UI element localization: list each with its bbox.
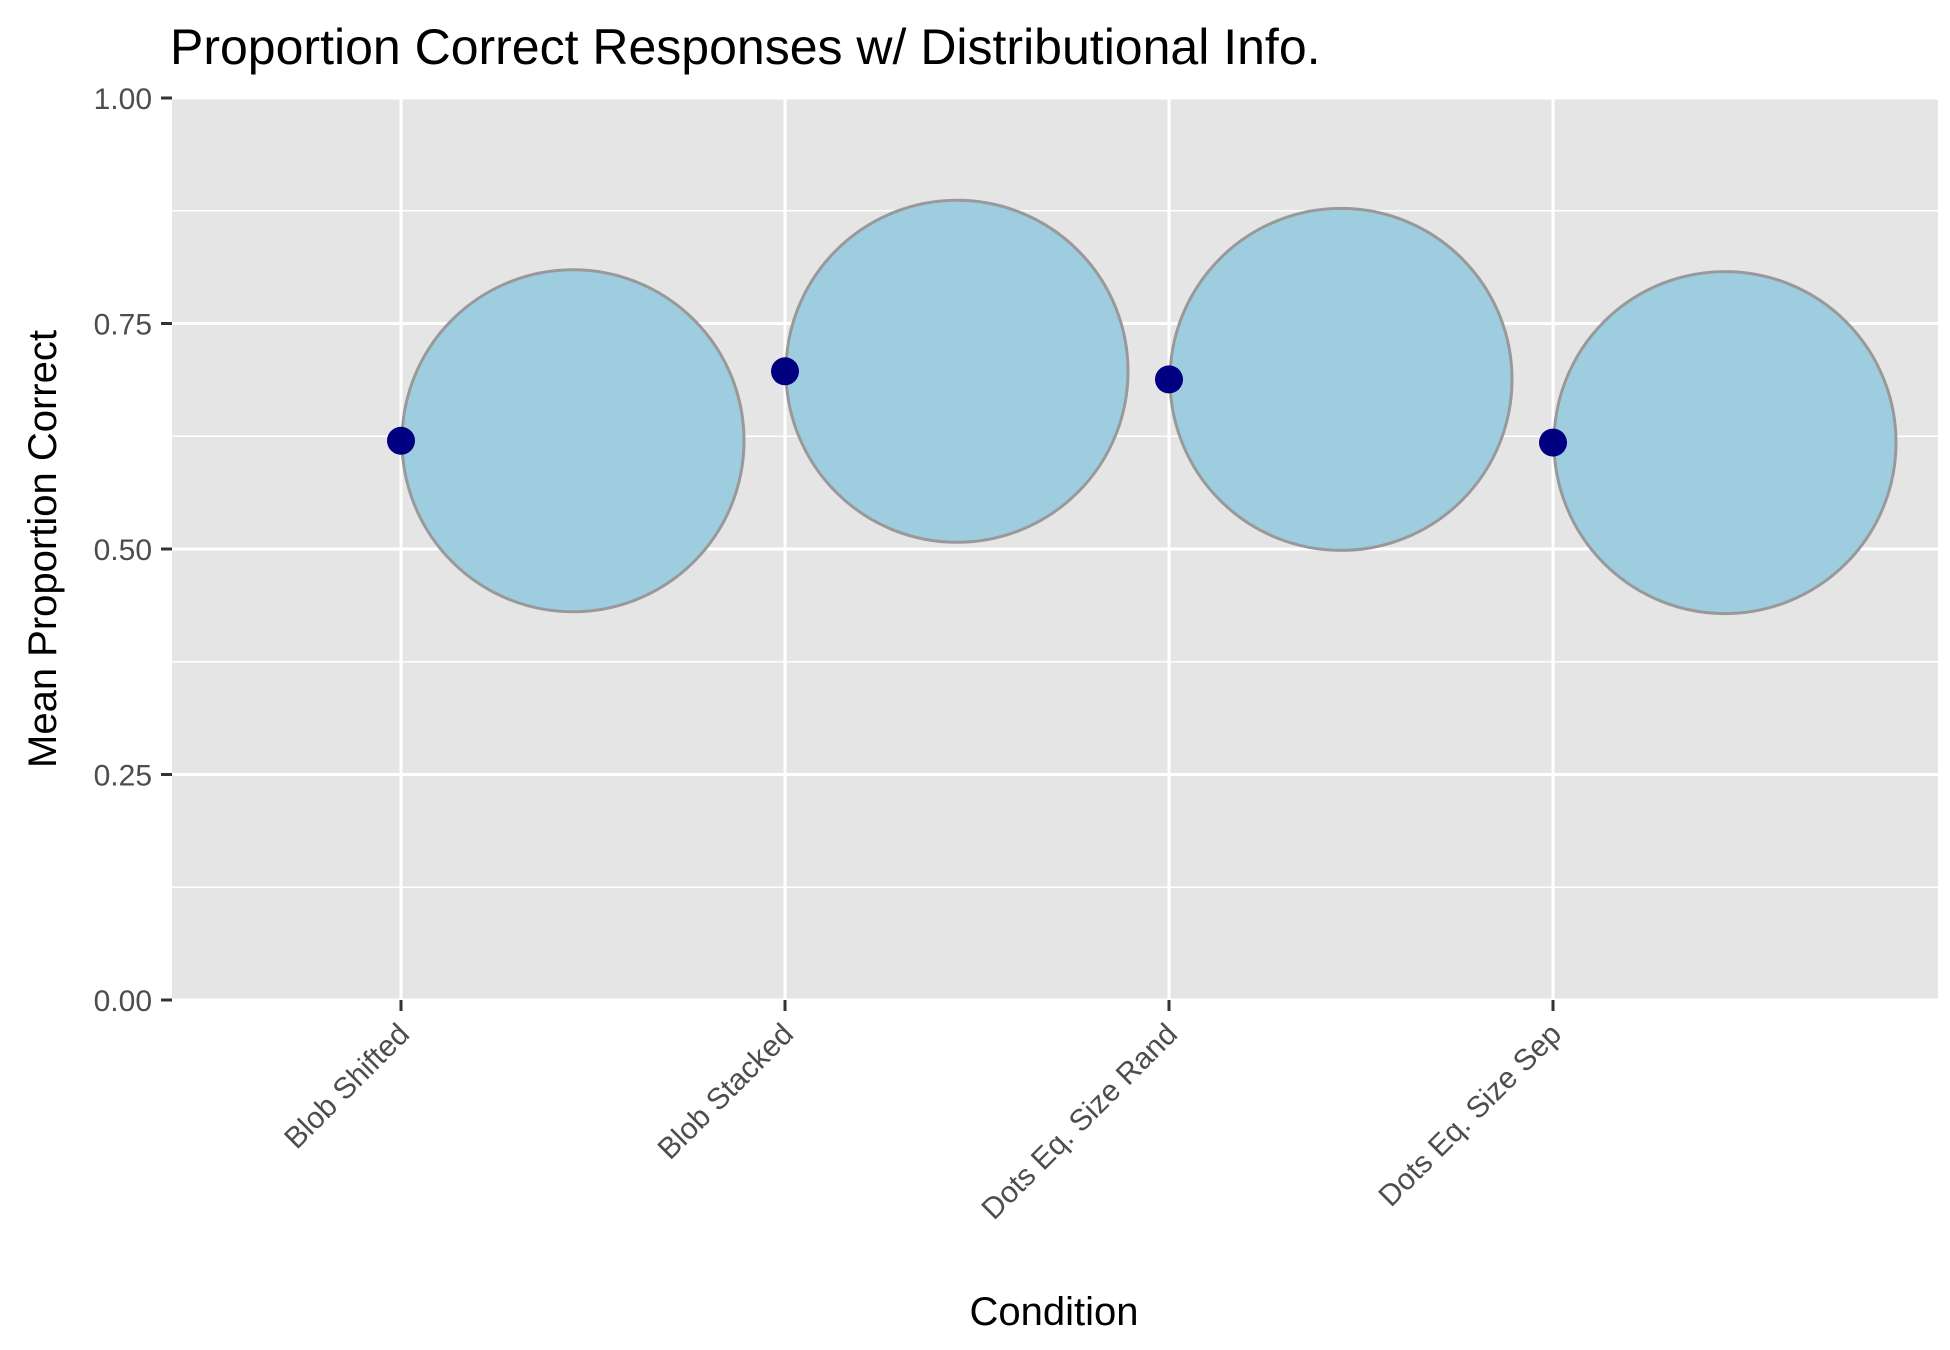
mean-point [1539,428,1567,457]
distribution-circle [1168,206,1514,552]
y-tick-label: 0.75 [94,309,152,342]
y-tick-label: 0.25 [94,760,152,793]
distribution-circles [400,198,1898,616]
x-tick-label: Blob Shifted [278,1018,416,1156]
x-axis: Blob Shifted Blob Stacked Dots Eq. Size Ra… [278,1000,1568,1226]
y-axis: 0.00 0.25 0.50 0.75 1.00 [94,83,172,1018]
distribution-circle [784,198,1130,544]
distribution-circle [400,268,746,614]
mean-point [387,426,415,455]
y-tick-label: 0.00 [94,985,152,1018]
y-axis-title: Mean Proportion Correct [21,330,65,768]
x-tick-label: Dots Eq. Size Sep [1372,1018,1567,1213]
mean-point [771,357,799,386]
y-tick-label: 1.00 [94,83,152,116]
y-tick-label: 0.50 [94,534,152,567]
distribution-circle [1552,270,1898,616]
x-axis-title: Condition [969,1290,1138,1334]
mean-points [387,357,1567,457]
mean-point [1155,365,1183,394]
chart-title: Proportion Correct Responses w/ Distribu… [170,19,1321,75]
x-tick-label: Blob Stacked [652,1018,800,1166]
x-tick-label: Dots Eq. Size Rand [975,1018,1183,1226]
